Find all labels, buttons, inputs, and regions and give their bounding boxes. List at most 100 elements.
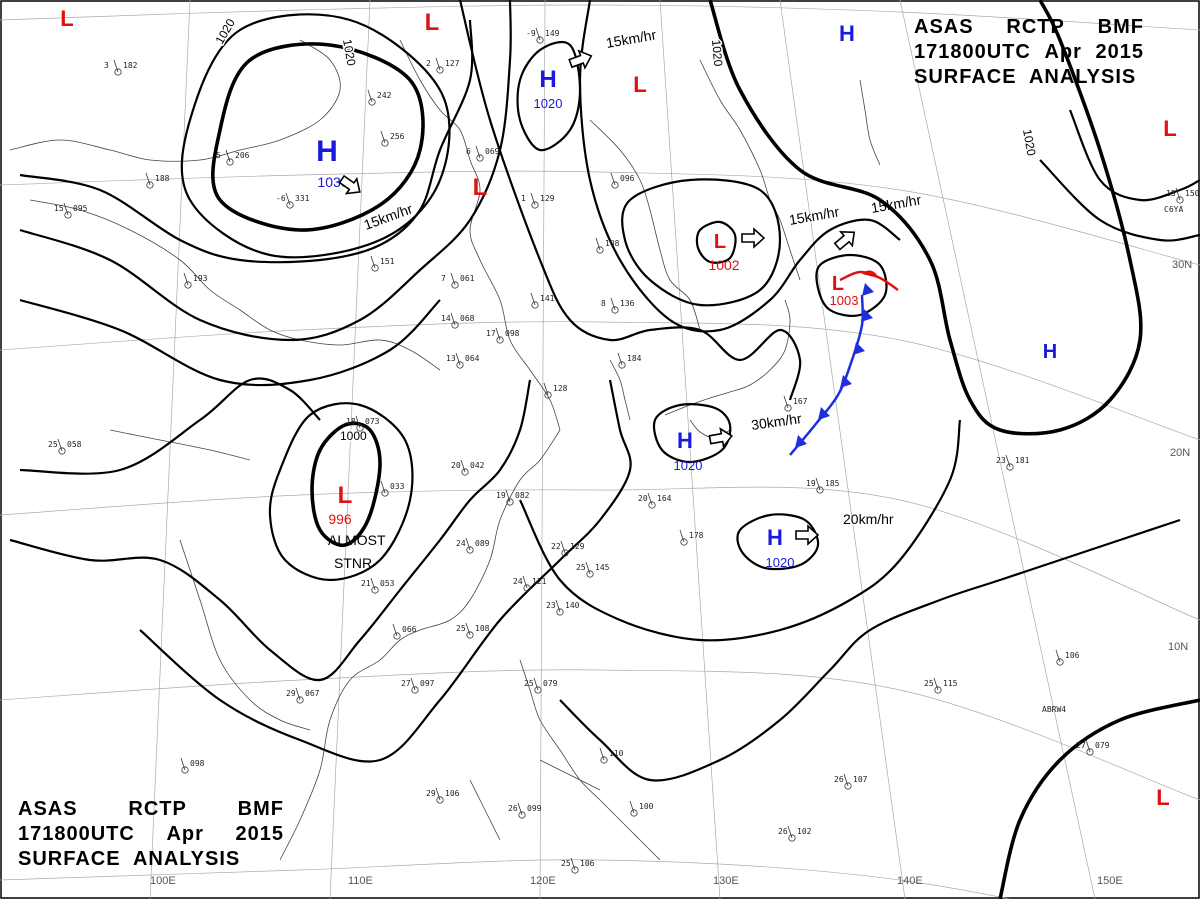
station-circle-icon [393,632,401,640]
cold-front-triangle [853,342,865,355]
isobar-line [139,379,632,763]
station-plot: 5 206 [216,149,250,166]
station-temperature: 25 [524,679,534,688]
station-circle-icon [611,181,619,189]
station-temperature: 25 [561,859,571,868]
wind-barb-icon [450,312,456,326]
wind-barb-icon [815,477,821,491]
low-pressure-marker: L [1163,116,1176,141]
station-circle-icon [1086,748,1094,756]
station-pressure: 053 [380,579,395,588]
station-pressure: 069 [485,147,500,156]
wind-barb-icon [647,492,653,506]
station-pressure: 129 [570,542,585,551]
title-analysis-type: SURFACE ANALYSIS [914,66,1137,88]
wind-barb-icon [843,773,849,787]
station-circle-icon [286,201,294,209]
station-pressure: 102 [797,827,812,836]
coastline [109,429,251,461]
low-pressure-marker: L [633,72,646,97]
coastline [859,79,881,166]
station-temperature: 19 [806,479,816,488]
station-circle-icon [788,834,796,842]
motion-speed-label: 15km/hr [788,203,841,228]
longitude-label: 150E [1097,875,1123,887]
wind-barb-icon [370,577,376,591]
wind-barb-icon [617,352,623,366]
wind-barb-icon [585,561,591,575]
parallel-line [0,4,1200,31]
station-circle-icon [544,391,552,399]
isobar-line [19,298,441,387]
station-pressure: 061 [460,274,475,283]
coastline [664,299,791,416]
station-temperature: -9 [526,29,536,38]
motion-arrow-icon [833,230,856,251]
wind-barb-icon [295,687,301,701]
station-temperature: 15 [1166,189,1176,198]
station-plot: 128 [543,382,568,399]
station-temperature: 21 [361,579,371,588]
station-circle-icon [411,686,419,694]
station-plot: 188 [145,172,170,189]
station-circle-icon [356,424,364,432]
title-month: Apr [1044,41,1082,63]
station-circle-icon [381,139,389,147]
title-product-code: BMF [1097,16,1144,38]
motion-speed-label: 30km/hr [750,410,803,433]
station-circle-icon [648,501,656,509]
isobar-line [458,0,802,401]
station-circle-icon [371,264,379,272]
central-pressure-value: 1020 [766,555,795,570]
wind-barb-icon [555,599,561,613]
station-plot: 6 069 [466,145,500,162]
wind-barb-icon [533,677,539,691]
station-temperature: 19 [496,491,506,500]
isobar-line [519,419,962,642]
motion-speed-label: 15km/hr [362,200,415,232]
wind-barb-icon [517,802,523,816]
low-pressure-marker: L [1156,785,1169,810]
parallel-line [0,859,1012,899]
stationary-annotation: STNR [334,555,372,571]
station-temperature: 3 [104,61,109,70]
station-plot: 256 [380,130,405,147]
station-circle-icon [476,154,484,162]
title-station-code: RCTP [128,798,187,820]
title-analysis-type: SURFACE ANALYSIS [18,848,241,870]
isobar-line [1068,109,1200,202]
station-temperature: 27 [1076,741,1086,750]
isobar-line [19,0,512,342]
wind-barb-icon [610,172,616,186]
station-temperature: 26 [834,775,844,784]
station-circle-icon [611,306,619,314]
station-plot: 20 042 [451,459,485,476]
high-pressure-marker: H [316,135,338,168]
station-plot: 24 121 [513,575,547,592]
station-temperature: 7 [441,274,446,283]
station-pressure: 140 [565,601,580,610]
low-pressure-marker: L [338,482,353,509]
station-plot: 25 106 [561,857,595,874]
title-station-code: RCTP [1006,16,1065,38]
isobar-line [695,220,737,264]
station-temperature: 24 [456,539,466,548]
coastline [179,539,311,731]
station-pressure: 033 [390,482,405,491]
station-pressure: 115 [943,679,958,688]
central-pressure-value: 1002 [708,257,739,273]
isobar-line [268,402,414,582]
isobar-value-label: 1020 [709,39,725,67]
wind-barb-icon [595,237,601,251]
longitude-label: 120E [530,875,556,887]
station-plot: 184 [617,352,642,369]
wind-barb-icon [435,57,441,71]
wind-barb-icon [285,192,291,206]
station-plot: 7 061 [441,272,475,289]
isobar-line [1039,159,1200,242]
wind-barb-icon [465,622,471,636]
station-pressure: 181 [1015,456,1030,465]
station-circle-icon [1006,463,1014,471]
wind-barb-icon [113,59,119,73]
